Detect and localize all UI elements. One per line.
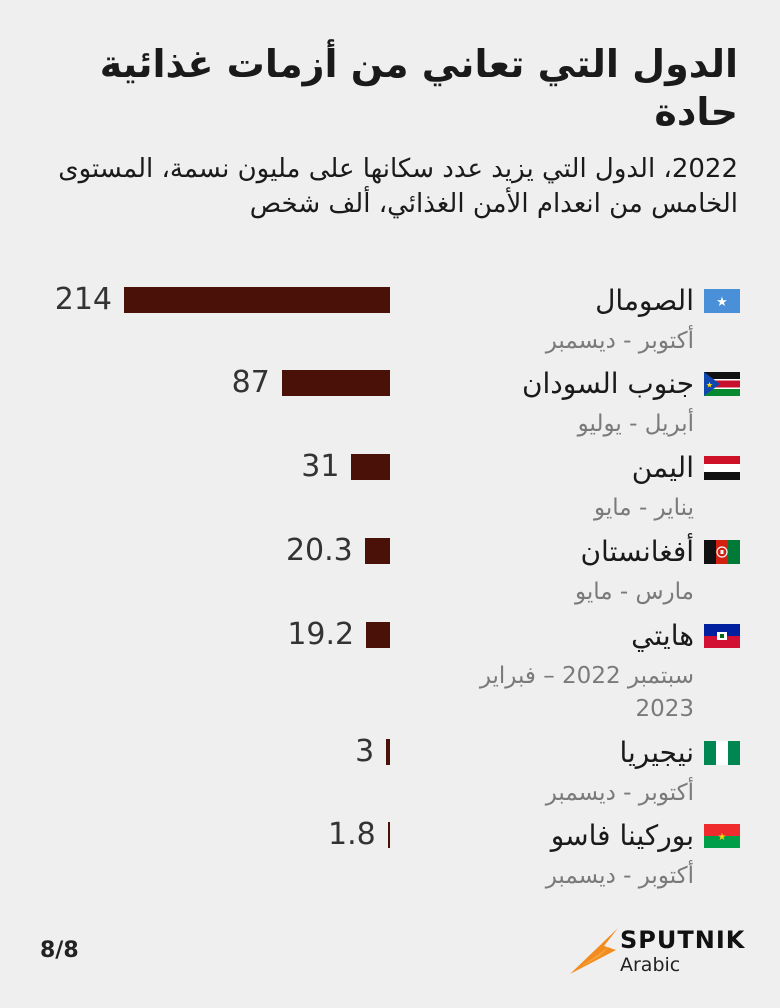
category-label: اليمن	[631, 451, 694, 484]
category-label: أفغانستان	[580, 535, 694, 568]
data-label: 1.8	[328, 817, 376, 852]
period-label: مارس - مايو	[574, 579, 694, 605]
data-label: 87	[231, 365, 270, 400]
nigeria-flag-icon	[704, 741, 740, 765]
category-label: هايتي	[631, 619, 694, 652]
page-indicator: 8/8	[40, 938, 79, 963]
svg-text:★: ★	[706, 381, 713, 390]
data-label: 20.3	[285, 533, 353, 568]
data-label: 19.2	[287, 617, 355, 652]
period-label: أكتوبر - ديسمبر	[545, 863, 694, 889]
period-label: أكتوبر - ديسمبر	[545, 780, 694, 806]
category-label: بوركينا فاسو	[550, 819, 694, 852]
bar	[387, 822, 390, 848]
period-label: أبريل - يوليو	[577, 411, 694, 437]
bar	[364, 538, 390, 564]
afghanistan-flag-icon	[704, 540, 740, 564]
bar	[366, 622, 390, 648]
burkina-faso-flag-icon: ★	[704, 824, 740, 848]
bar	[351, 454, 390, 480]
bar	[386, 739, 390, 765]
yemen-flag-icon	[704, 456, 740, 480]
data-label: 3	[355, 734, 375, 769]
somalia-flag-icon: ★	[704, 289, 740, 313]
svg-text:★: ★	[716, 295, 728, 310]
brand-subtitle: Arabic	[620, 954, 681, 976]
period-label: يناير - مايو	[594, 495, 694, 521]
category-label: جنوب السودان	[521, 367, 694, 400]
category-label: نيجيريا	[619, 736, 694, 769]
haiti-flag-icon	[704, 624, 740, 648]
bar	[281, 370, 390, 396]
chart-title: الدول التي تعاني من أزمات غذائية حادة	[99, 42, 738, 134]
data-label: 31	[301, 449, 340, 484]
bar	[124, 287, 390, 313]
period-label: سبتمبر 2022 – فبراير 2023	[479, 663, 694, 722]
south-sudan-flag-icon: ★	[704, 372, 740, 396]
period-label: أكتوبر - ديسمبر	[545, 328, 694, 354]
data-label: 214	[54, 282, 112, 317]
sputnik-logo-icon	[570, 928, 618, 974]
category-label: الصومال	[595, 284, 694, 317]
brand-name: SPUTNIK	[620, 926, 746, 954]
chart-subtitle: 2022، الدول التي يزيد عدد سكانها على ملي…	[58, 154, 738, 219]
svg-text:★: ★	[718, 832, 727, 843]
